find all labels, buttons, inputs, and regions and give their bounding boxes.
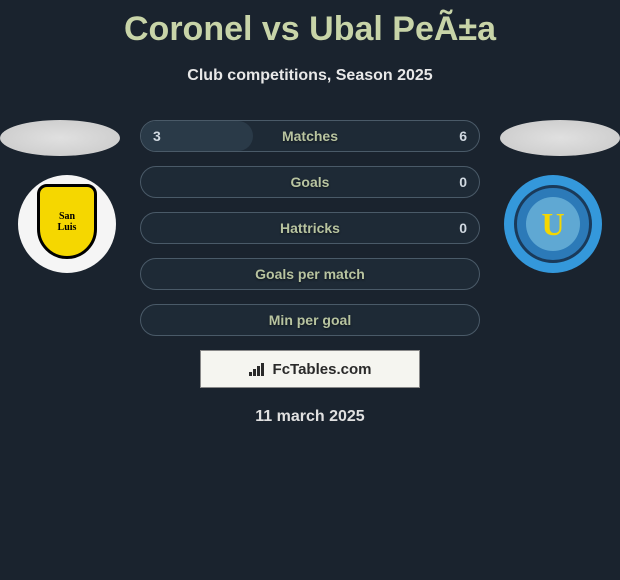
stat-left-value: 3 — [153, 128, 161, 144]
chart-icon — [249, 362, 267, 376]
udec-letter: U — [541, 206, 564, 243]
fctables-text: FcTables.com — [273, 361, 372, 378]
stat-bar: Hattricks 0 — [140, 212, 480, 244]
stat-bar: Min per goal — [140, 304, 480, 336]
stat-bar: 3 Matches 6 — [140, 120, 480, 152]
stat-right-value: 6 — [459, 128, 467, 144]
fctables-logo-box: FcTables.com — [200, 350, 420, 388]
stat-label: Goals — [291, 174, 330, 190]
stat-bar: Goals 0 — [140, 166, 480, 198]
content-area: San Luis U 3Matches6Goals0Hattricks0Goal… — [0, 120, 620, 426]
stat-right-value: 0 — [459, 220, 467, 236]
right-ellipse — [500, 120, 620, 156]
comparison-date: 11 march 2025 — [0, 408, 620, 426]
right-team-badge: U — [504, 175, 602, 273]
left-team-badge: San Luis — [18, 175, 116, 273]
stat-label: Matches — [282, 128, 338, 144]
stat-label: Min per goal — [269, 312, 351, 328]
stat-bar: Goals per match — [140, 258, 480, 290]
san-luis-line1: San — [59, 211, 75, 222]
san-luis-logo: San Luis — [37, 184, 97, 264]
stat-label: Hattricks — [280, 220, 340, 236]
stat-bars: 3 Matches 6 Goals 0 Hattricks 0 Goals per match… — [140, 120, 480, 336]
stat-right-value: 0 — [459, 174, 467, 190]
udec-logo: U — [513, 184, 593, 264]
san-luis-line2: Luis — [58, 222, 77, 233]
comparison-title: Coronel vs Ubal PeÃ±a — [0, 0, 620, 49]
comparison-subtitle: Club competitions, Season 2025 — [0, 67, 620, 85]
left-ellipse — [0, 120, 120, 156]
stat-label: Goals per match — [255, 266, 365, 282]
